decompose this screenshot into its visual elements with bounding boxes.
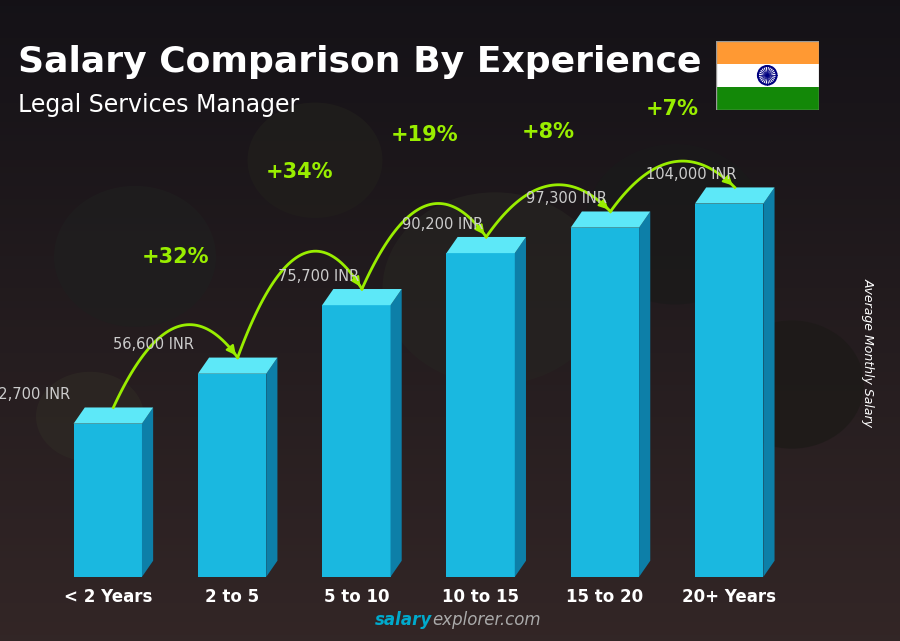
- Text: Legal Services Manager: Legal Services Manager: [18, 93, 299, 117]
- Text: 97,300 INR: 97,300 INR: [526, 191, 608, 206]
- Ellipse shape: [382, 192, 608, 385]
- Bar: [716, 41, 819, 64]
- Bar: [446, 253, 515, 577]
- Polygon shape: [515, 237, 526, 577]
- Polygon shape: [391, 289, 401, 577]
- Text: salary: salary: [374, 612, 432, 629]
- Bar: [571, 228, 639, 577]
- Text: 75,700 INR: 75,700 INR: [278, 269, 359, 283]
- Text: +32%: +32%: [142, 247, 210, 267]
- Ellipse shape: [36, 372, 144, 462]
- Ellipse shape: [585, 144, 765, 304]
- Polygon shape: [639, 212, 651, 577]
- Text: Salary Comparison By Experience: Salary Comparison By Experience: [18, 45, 701, 79]
- Polygon shape: [142, 408, 153, 577]
- Text: Average Monthly Salary: Average Monthly Salary: [862, 278, 875, 427]
- Ellipse shape: [248, 103, 382, 218]
- Bar: [716, 87, 819, 110]
- Bar: [716, 64, 819, 87]
- Text: +8%: +8%: [522, 122, 575, 142]
- Polygon shape: [322, 289, 401, 305]
- Bar: [695, 204, 763, 577]
- Bar: [198, 374, 266, 577]
- Polygon shape: [74, 408, 153, 424]
- Text: 104,000 INR: 104,000 INR: [646, 167, 736, 182]
- Text: explorer.com: explorer.com: [432, 612, 541, 629]
- Polygon shape: [571, 212, 651, 228]
- Text: +19%: +19%: [391, 124, 458, 145]
- Ellipse shape: [54, 186, 216, 327]
- Polygon shape: [446, 237, 526, 253]
- Text: 42,700 INR: 42,700 INR: [0, 387, 70, 402]
- Text: 56,600 INR: 56,600 INR: [113, 337, 194, 352]
- Circle shape: [766, 74, 769, 77]
- Text: +7%: +7%: [646, 99, 699, 119]
- Polygon shape: [763, 187, 775, 577]
- Text: +34%: +34%: [266, 162, 334, 182]
- Text: 90,200 INR: 90,200 INR: [402, 217, 483, 231]
- Bar: [322, 305, 391, 577]
- Bar: [74, 424, 142, 577]
- Polygon shape: [266, 358, 277, 577]
- Polygon shape: [695, 187, 775, 204]
- Ellipse shape: [720, 320, 864, 449]
- Polygon shape: [198, 358, 277, 374]
